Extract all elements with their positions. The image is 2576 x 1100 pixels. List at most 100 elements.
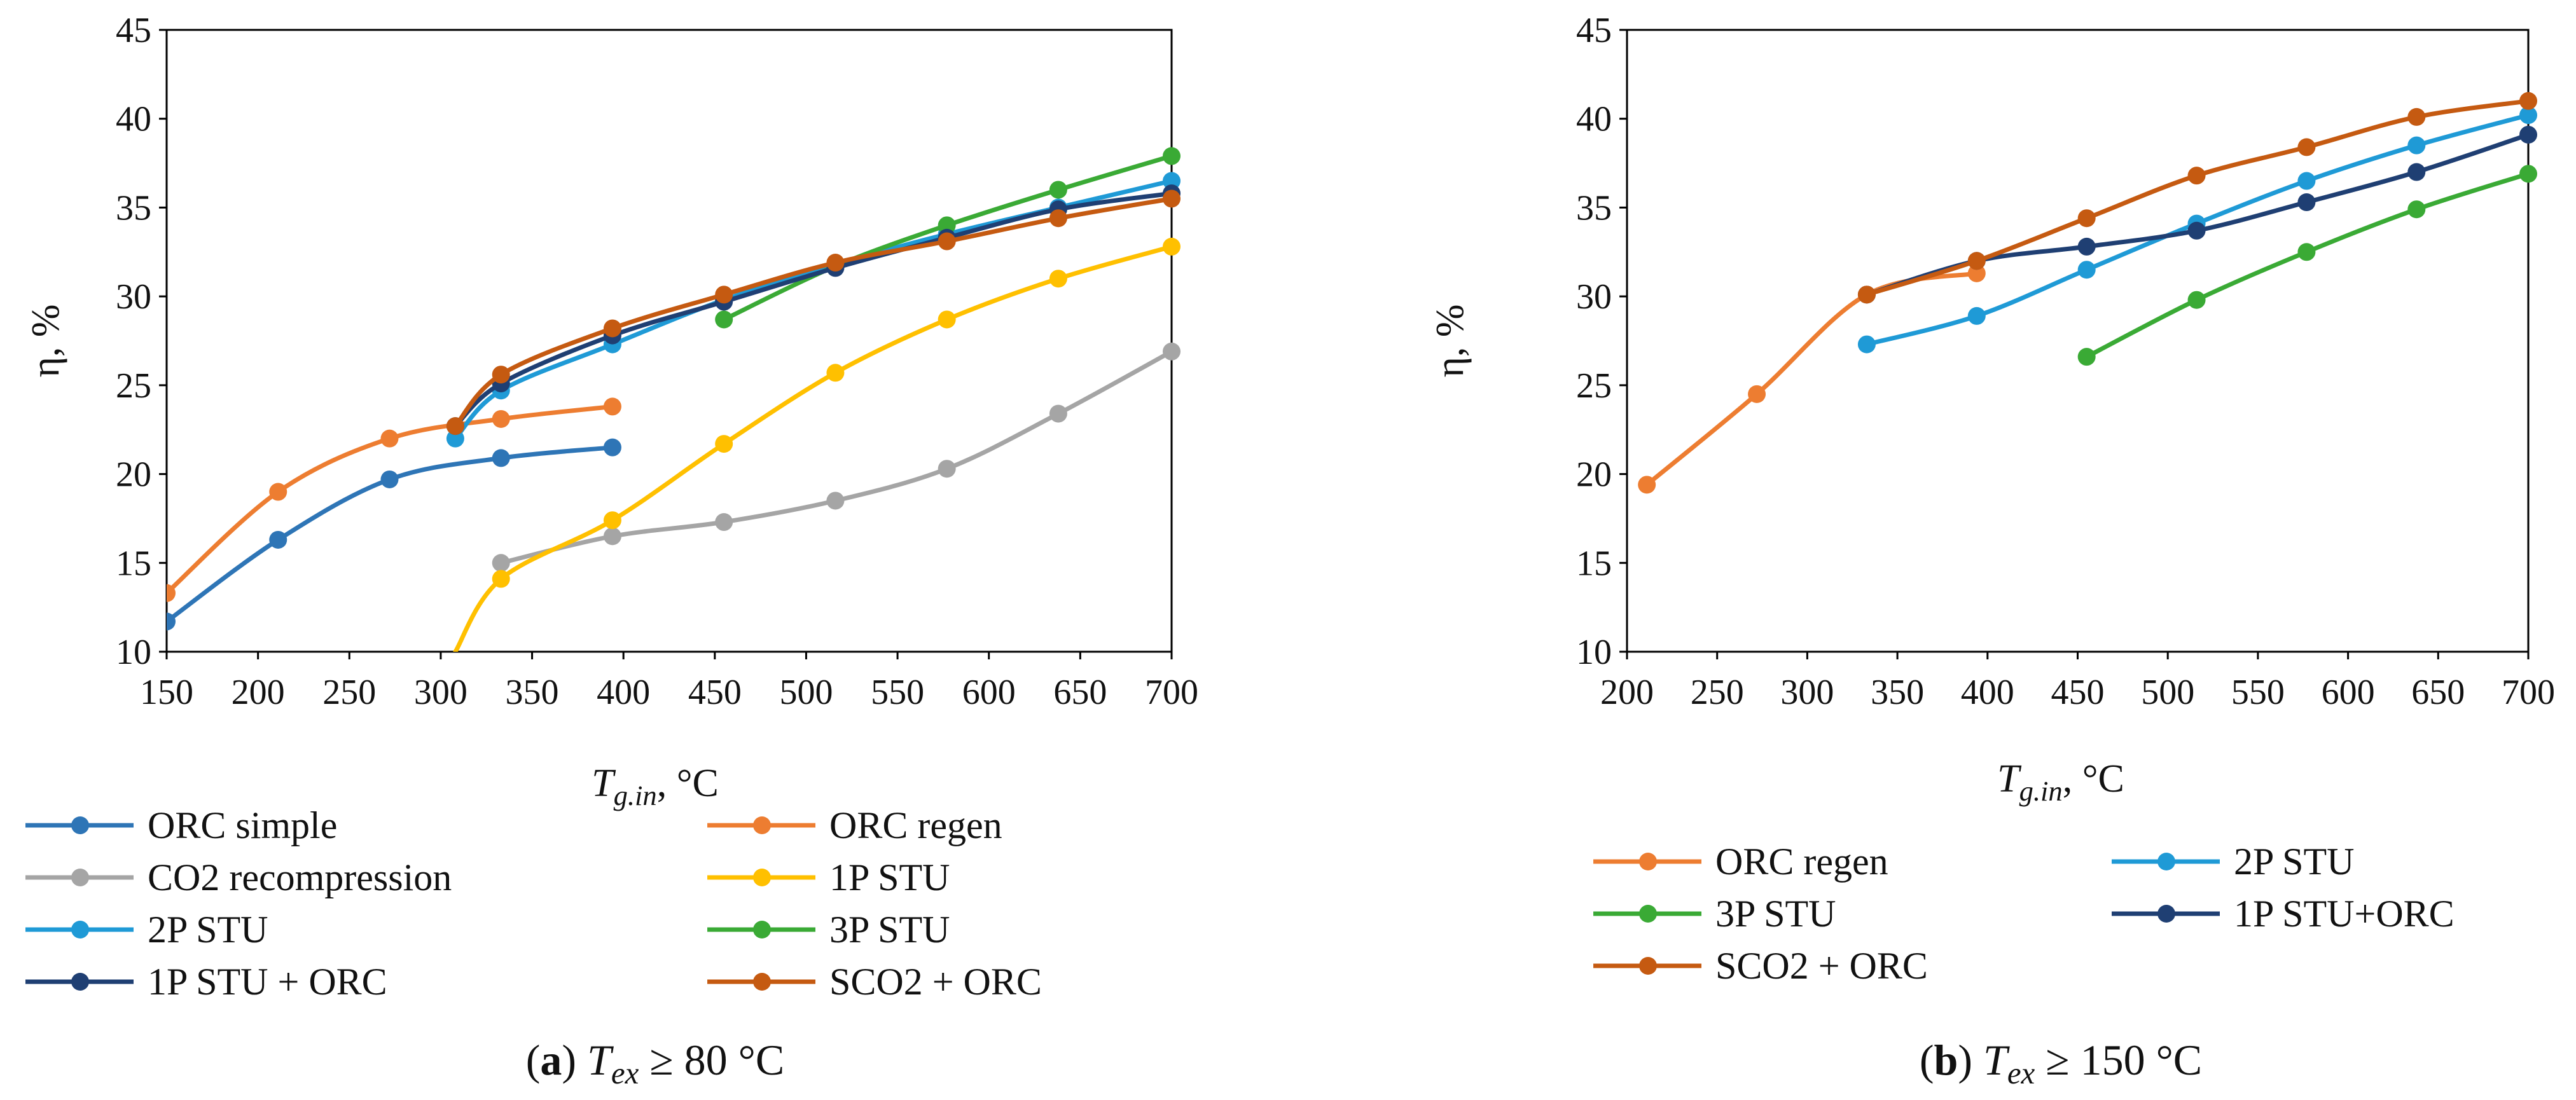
panel-a-legend-co2-recompression-label: CO2 recompression [148, 856, 452, 898]
panel-a-ytick-label: 25 [116, 366, 151, 406]
panel-a-caption-var: T [587, 1036, 614, 1084]
panel-b-legend-2p-stu-label: 2P STU [2234, 841, 2355, 883]
panel-b-caption-prefix: ) [1958, 1036, 1983, 1084]
panel-b-series-1p-stu-orc-point [2077, 237, 2096, 256]
panel-b-caption-prefix: b [1934, 1036, 1958, 1084]
panel-a-series-sco2-orc-point [446, 417, 464, 436]
panel-b-legend-3p-stu-swatch-dot [1639, 905, 1657, 923]
panel-b-legend-sco2-orc-label: SCO2 + ORC [1715, 945, 1928, 987]
panel-a-ytick-label: 10 [116, 633, 151, 672]
panel-a-xtick-label: 250 [322, 673, 376, 712]
panel-a-legend: ORC simple ORC regen CO2 recompression 1P S… [25, 804, 1042, 1003]
panel-a-series-orc-regen-point [492, 409, 510, 428]
panel-b-series-2p-stu-point [1857, 335, 1876, 354]
panel-b-series-orc-regen-point [1638, 476, 1656, 494]
panel-a-legend-2p-stu-label: 2P STU [148, 909, 268, 951]
panel-a-series-sco2-orc-point [603, 319, 621, 338]
panel-a-series-co2-recompression-point [938, 460, 956, 478]
panel-a-xlabel-sub: g.in [614, 780, 657, 811]
panel-b-legend-1p-stu-orc-swatch-dot [2157, 905, 2175, 923]
panel-a-series-1p-stu-point [938, 310, 956, 329]
panel-a-legend-3p-stu-swatch-dot [753, 921, 771, 938]
panel-b-legend-sco2-orc-swatch-dot [1639, 957, 1657, 975]
panel-a-xtick-label: 650 [1053, 673, 1107, 712]
panel-a-xtick-label: 700 [1145, 673, 1198, 712]
panel-a-series-1p-stu [453, 237, 1181, 652]
panel-a-legend-co2-recompression-swatch-dot [71, 869, 89, 886]
panel-a-series-co2-recompression-point [1163, 342, 1181, 361]
panel-b-series-2p-stu-point [2077, 261, 2096, 279]
panel-a-series-sco2-orc [446, 189, 1181, 436]
panel-b-xtick-label: 700 [2502, 673, 2555, 712]
panel-b-series-sco2-orc-point [2519, 92, 2537, 110]
panel-b-series-3p-stu-point [2407, 200, 2426, 219]
panel-b-xtick-label: 500 [2141, 673, 2194, 712]
panel-a-series-1p-stu-line [453, 244, 1174, 652]
panel-b-series-1p-stu-orc-point [2407, 163, 2426, 181]
panel-a-series-orc-simple-point [167, 612, 176, 631]
panel-a-caption-prefix: ) [562, 1036, 587, 1084]
chart-panel-b: 10 15 20 25 30 35 40 45 200 250 300 350 400 450 500 550… [1429, 11, 2555, 1090]
panel-b-caption-rest: ≥ 150 °C [2035, 1036, 2202, 1084]
panel-b-xlabel-sub: g.in [2019, 775, 2063, 807]
panel-b-series-1p-stu-orc-point [2187, 221, 2206, 240]
panel-a-legend-1p-stu-label: 1P STU [829, 856, 950, 898]
panel-a-series-orc-regen-point [603, 397, 621, 416]
panel-a-series-co2-recompression [492, 342, 1181, 572]
panel-a-series-sco2-orc-line [453, 196, 1174, 429]
panel-a-series-orc-regen-point [380, 429, 399, 448]
panel-a-xtick-label: 550 [871, 673, 924, 712]
panel-a-series-1p-stu-orc [446, 184, 1181, 436]
panel-a-xtick-label: 600 [962, 673, 1016, 712]
panel-a-caption-rest: ≥ 80 °C [639, 1036, 784, 1084]
panel-a-xtick-label: 350 [506, 673, 559, 712]
panel-b-series-3p-stu-point [2297, 243, 2316, 261]
panel-b-series-sco2-orc-point [2077, 209, 2096, 228]
panel-a-xtick-label: 200 [232, 673, 285, 712]
panel-b-series-2p-stu-point [1967, 306, 1986, 325]
panel-a-series-1p-stu-point [603, 511, 621, 530]
panel-a-legend-1p-stu-orc-swatch-dot [71, 973, 89, 991]
panel-b-ytick-label: 20 [1576, 455, 1612, 495]
panel-a-ytick-label: 40 [116, 100, 151, 139]
panel-a-series-sco2-orc-point [938, 232, 956, 251]
panel-b-legend-orc-regen-swatch-dot [1639, 853, 1657, 870]
panel-a-xtick-label: 300 [414, 673, 467, 712]
panel-b-caption-sub: ex [2007, 1055, 2035, 1090]
panel-b-series-orc-regen-line [1644, 271, 1979, 487]
panel-a-series-sco2-orc-point [1163, 189, 1181, 208]
panel-a-ytick-label: 45 [116, 11, 151, 50]
panel-b-series-sco2-orc [1857, 92, 2537, 304]
panel-a-xlabel: Tg.in, °C [592, 762, 719, 811]
panel-b-xtick-label: 600 [2322, 673, 2375, 712]
panel-a-caption: (a) Tex ≥ 80 °C [526, 1036, 784, 1090]
panel-a-series-co2-recompression-point [603, 527, 621, 546]
panel-b-xtick-label: 250 [1691, 673, 1744, 712]
panel-b-series-2p-stu-point [2407, 136, 2426, 155]
panel-b-legend-3p-stu-label: 3P STU [1715, 893, 1836, 935]
panel-b-xtick-label: 550 [2231, 673, 2285, 712]
panel-a-series-1p-stu-point [492, 570, 510, 588]
panel-a-xlabel-rest: , °C [657, 762, 719, 805]
panel-a-ytick-label: 30 [116, 277, 151, 317]
panel-a-series-sco2-orc-point [715, 285, 733, 304]
panel-b-ytick-label: 40 [1576, 100, 1612, 139]
panel-a-series-1p-stu-point [1163, 237, 1181, 256]
panel-a-series-1p-stu-orc-line [453, 191, 1174, 429]
panel-a-legend-2p-stu-swatch-dot [71, 921, 89, 938]
panel-b-caption-var: T [1983, 1036, 2010, 1084]
panel-b-series-1p-stu-orc-point [2519, 125, 2537, 144]
panel-b-xtick-label: 400 [1961, 673, 2014, 712]
panel-b-series-sco2-orc-point [2407, 107, 2426, 126]
panel-a-series-co2-recompression-line [499, 349, 1174, 565]
panel-a-caption-prefix: ( [526, 1036, 541, 1084]
panel-a-legend-1p-stu-orc-label: 1P STU + ORC [148, 961, 387, 1003]
panel-a-ylabel: η, % [24, 304, 67, 377]
panel-b-caption-prefix: ( [1920, 1036, 1934, 1084]
panel-a-series-orc-simple-point [492, 449, 510, 467]
panel-b-series-orc-regen [1638, 264, 1986, 494]
panel-a-caption-sub: ex [611, 1055, 639, 1090]
panel-b-xlabel: Tg.in, °C [1997, 757, 2124, 807]
panel-a-series-co2-recompression-point [826, 492, 845, 510]
